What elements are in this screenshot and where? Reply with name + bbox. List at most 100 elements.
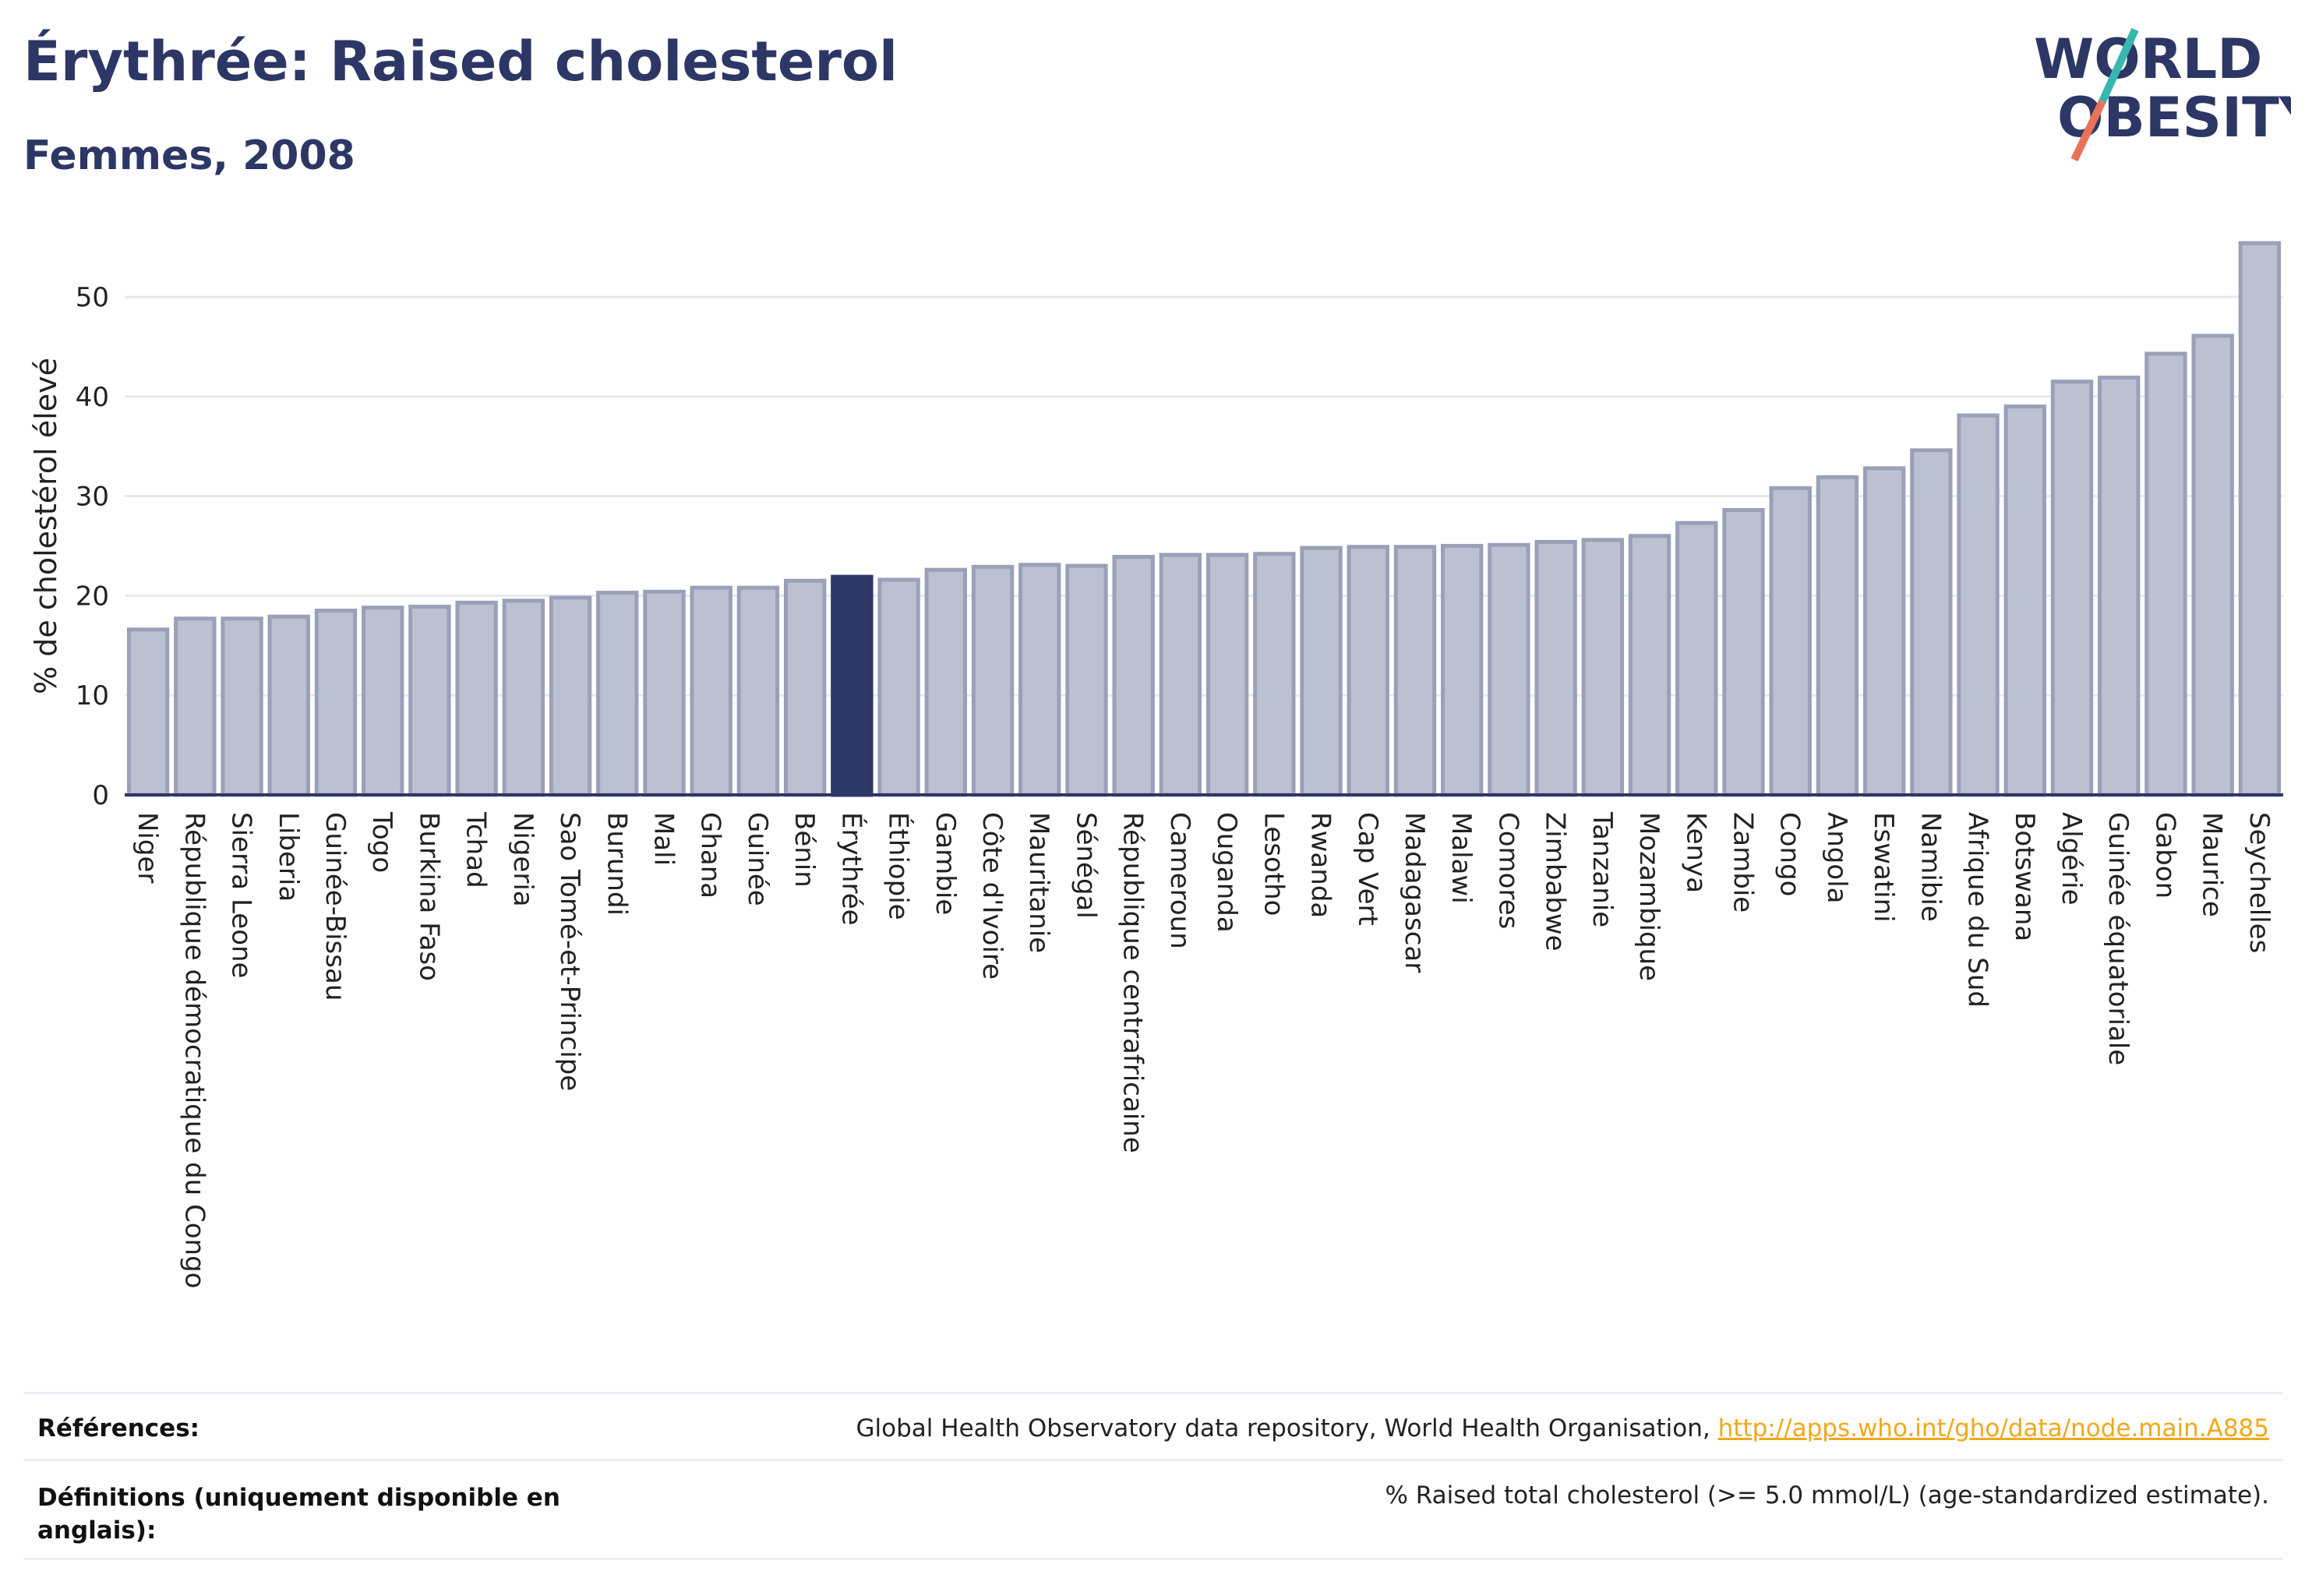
- bar-malawi: [1441, 544, 1484, 797]
- bar-chart: 0 10 20 30 40 50 Niger République démocratique…: [29, 241, 2283, 1288]
- bar-eswatini: [1862, 466, 1906, 797]
- bar-r-publique-centrafricaine: [1112, 555, 1155, 797]
- x-tick-label: Cameroun: [1164, 812, 1195, 949]
- x-tick-label: Comores: [1492, 812, 1523, 929]
- references-label: Références:: [37, 1414, 200, 1442]
- x-tick-label: Mozambique: [1633, 812, 1664, 981]
- y-tick-label: 0: [92, 780, 109, 811]
- page-subtitle: Femmes, 2008: [23, 132, 355, 179]
- bar-mali: [643, 589, 686, 797]
- bar-burundi: [596, 591, 639, 797]
- x-tick-label: Gambie: [930, 812, 961, 915]
- bar-tanzanie: [1581, 538, 1625, 797]
- x-tick-label: Guinée: [742, 812, 773, 906]
- bar--thiopie: [877, 577, 920, 797]
- bar-alg-rie: [2050, 380, 2094, 797]
- bar-afrique-du-sud: [1957, 413, 2000, 797]
- x-tick-label: Mauritanie: [1023, 812, 1054, 953]
- y-tick-label: 50: [76, 282, 109, 313]
- definitions-label-line2: anglais):: [37, 1517, 157, 1545]
- y-tick-label: 40: [76, 382, 109, 413]
- bar-congo: [1769, 486, 1812, 797]
- bar-angola: [1816, 475, 1859, 797]
- x-tick-label: Guinée-Bissau: [319, 812, 351, 1001]
- y-tick-label: 10: [76, 680, 109, 711]
- x-tick-label: Togo: [366, 811, 397, 873]
- x-tick-label: Burundi: [601, 812, 632, 916]
- definitions-label: Définitions (uniquement disponible en ang…: [37, 1481, 560, 1547]
- bar-comores: [1488, 542, 1530, 797]
- x-tick-label: Burkina Faso: [413, 812, 444, 981]
- x-tick-label: Cap Vert: [1352, 812, 1383, 926]
- x-tick-label: Guinée équatoriale: [2102, 812, 2134, 1065]
- bar-mauritanie: [1018, 563, 1061, 797]
- references-row: Références: Global Health Observatory da…: [23, 1392, 2283, 1461]
- bar-cameroun: [1159, 553, 1202, 797]
- x-tick-label: République démocratique du Congo: [178, 812, 210, 1288]
- references-value: Global Health Observatory data repositor…: [856, 1414, 2269, 1442]
- x-tick-label: Seychelles: [2243, 812, 2275, 953]
- bar-lesotho: [1253, 552, 1296, 797]
- y-tick-label: 30: [76, 482, 109, 513]
- x-tick-label: Sénégal: [1070, 812, 1101, 919]
- bar-r-publique-d-mocratique-du-congo: [174, 616, 217, 797]
- bar-nigeria: [502, 598, 545, 797]
- x-tick-label: Nigeria: [507, 812, 538, 907]
- bar-cap-vert: [1347, 545, 1389, 797]
- bar-niger: [126, 627, 170, 797]
- x-tick-label: Sao Tomé-et-Principe: [554, 812, 585, 1091]
- bar-togo: [362, 606, 404, 797]
- bar-zambie: [1722, 507, 1765, 797]
- logo-slash-top-icon: [2099, 27, 2139, 104]
- x-tick-label: Sierra Leone: [226, 812, 257, 978]
- x-tick-label: Madagascar: [1399, 812, 1430, 973]
- bar-seychelles: [2238, 241, 2282, 797]
- y-tick-label: 20: [76, 581, 109, 612]
- references-text: Global Health Observatory data repositor…: [856, 1414, 1718, 1442]
- x-tick-label: Kenya: [1680, 812, 1711, 893]
- bars: [126, 241, 2282, 797]
- bar-c-te-d-ivoire: [971, 564, 1015, 797]
- bar-namibie: [1910, 448, 1953, 797]
- bar-maurice: [2191, 334, 2234, 797]
- bar-sierra-leone: [221, 616, 263, 797]
- x-tick-label: Ghana: [695, 812, 726, 899]
- bar-s-n-gal: [1065, 563, 1108, 797]
- x-tick-label: Liberia: [273, 812, 304, 902]
- x-tick-label: Maurice: [2197, 812, 2228, 917]
- bar-zimbabwe: [1534, 539, 1577, 797]
- references-link[interactable]: http://apps.who.int/gho/data/node.main.A…: [1717, 1414, 2269, 1442]
- x-tick-label: Zambie: [1728, 812, 1759, 913]
- bar-kenya: [1675, 521, 1718, 797]
- x-tick-label: Rwanda: [1305, 812, 1336, 918]
- x-tick-label: Éthiopie: [883, 812, 915, 920]
- bar-mozambique: [1628, 534, 1671, 797]
- x-tick-label: Ouganda: [1211, 812, 1242, 933]
- page-title: Érythrée: Raised cholesterol: [23, 30, 898, 94]
- bar-sao-tom-et-principe: [549, 595, 592, 797]
- definitions-label-line1: Définitions (uniquement disponible en: [37, 1484, 560, 1512]
- bar-guin-e-bissau: [314, 609, 358, 797]
- bar-tchad: [455, 600, 498, 797]
- bar-liberia: [267, 614, 310, 797]
- y-axis-ticks: 0 10 20 30 40 50: [76, 282, 109, 811]
- bar-gabon: [2144, 351, 2187, 797]
- x-tick-label: Niger: [132, 812, 163, 883]
- x-tick-label: Gabon: [2149, 812, 2180, 899]
- definitions-text: % Raised total cholesterol (>= 5.0 mmol/…: [1385, 1481, 2269, 1509]
- x-tick-label: Lesotho: [1258, 812, 1289, 916]
- bar-ouganda: [1205, 553, 1249, 797]
- bar-rwanda: [1300, 546, 1343, 797]
- x-tick-label: Malawi: [1445, 812, 1477, 904]
- bar-gambie: [924, 567, 967, 797]
- y-axis-label: % de cholestérol élevé: [29, 358, 63, 694]
- x-tick-label: Mali: [648, 812, 679, 866]
- bar-ghana: [690, 585, 732, 797]
- world-obesity-logo: WORLD OBESITY: [2034, 27, 2291, 162]
- bar-guin-e: [736, 585, 780, 797]
- bar-madagascar: [1393, 545, 1437, 797]
- x-tick-label: Tanzanie: [1587, 811, 1618, 927]
- bar-burkina-faso: [408, 604, 451, 797]
- x-tick-label: République centrafricaine: [1117, 812, 1149, 1153]
- x-tick-label: Tchad: [461, 811, 492, 888]
